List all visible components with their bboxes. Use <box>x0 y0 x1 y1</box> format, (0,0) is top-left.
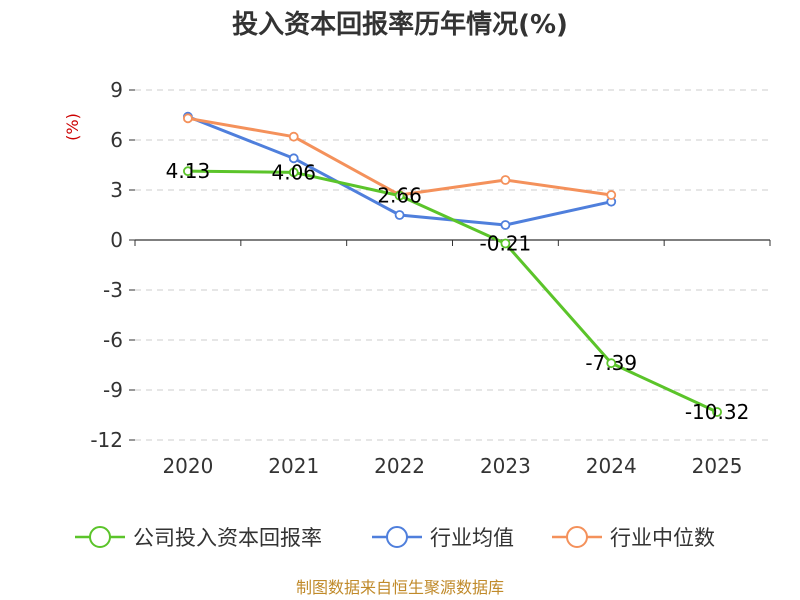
data-label: -10.32 <box>685 400 749 424</box>
y-tick-label: -9 <box>103 378 123 402</box>
data-label: -0.21 <box>480 232 532 256</box>
data-point <box>394 210 405 220</box>
x-tick-label: 2025 <box>692 454 743 478</box>
data-point <box>606 358 617 369</box>
chart-title: 投入资本回报率历年情况(%) <box>232 9 568 40</box>
y-tick-label: 3 <box>110 178 123 202</box>
x-tick-label: 2020 <box>162 454 213 478</box>
legend-label: 公司投入资本回报率 <box>133 526 322 550</box>
y-tick-label: -6 <box>103 328 123 352</box>
x-tick-label: 2023 <box>480 454 531 478</box>
data-point <box>606 190 617 200</box>
data-labels: 4.13 4.06 2.66 -0.21 -7.39 -10.32 <box>166 159 750 424</box>
y-tick-label: -3 <box>103 278 123 302</box>
series-lines <box>183 111 722 417</box>
data-label: 4.13 <box>166 159 211 183</box>
data-point <box>394 190 405 201</box>
y-tick-label: 9 <box>110 78 123 102</box>
grid <box>135 89 770 441</box>
legend-label: 行业均值 <box>430 526 514 550</box>
data-point <box>500 220 511 230</box>
data-point <box>288 153 299 164</box>
data-point <box>183 166 193 177</box>
legend-marker <box>386 526 408 548</box>
data-point <box>500 175 511 185</box>
x-tick-label: 2022 <box>374 454 425 478</box>
data-point <box>500 238 511 249</box>
data-label: 4.06 <box>271 160 316 184</box>
data-point <box>288 131 299 142</box>
legend-marker <box>89 526 111 548</box>
data-point <box>183 113 193 124</box>
series-line-0 <box>187 169 718 414</box>
y-tick-label: 6 <box>110 128 123 152</box>
legend-label: 行业中位数 <box>610 526 715 550</box>
axes: 9 6 3 0 -3 -6 -9 -12 2020 2021 2022 2023 2024 2025 <box>90 78 771 478</box>
y-tick-label: 0 <box>110 228 123 252</box>
x-tick-label: 2021 <box>268 454 319 478</box>
data-point <box>288 167 299 178</box>
x-tick-label: 2024 <box>586 454 637 478</box>
legend-marker <box>566 526 588 548</box>
y-axis-label: (%) <box>63 113 82 141</box>
data-label: 2.66 <box>377 184 422 208</box>
data-point <box>712 407 722 417</box>
source-note: 制图数据来自恒生聚源数据库 <box>296 578 504 597</box>
legend: 公司投入资本回报率 行业均值 行业中位数 <box>75 526 715 550</box>
data-label: -7.39 <box>585 351 637 375</box>
y-tick-label: -12 <box>90 428 123 452</box>
